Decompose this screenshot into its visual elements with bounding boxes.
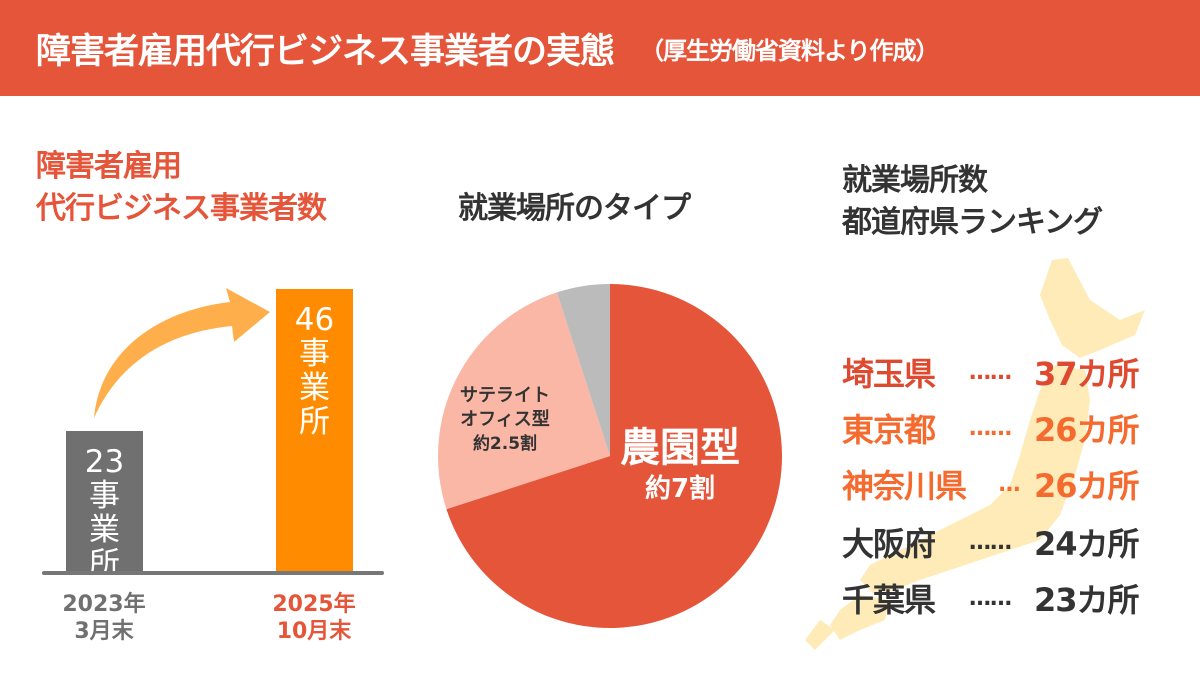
bar-0: 23 事業所 bbox=[66, 431, 143, 581]
x-label-2025: 2025年 10月末 bbox=[254, 591, 374, 645]
ranking-row: 大阪府 …… 24カ所 bbox=[842, 520, 1140, 564]
pie-chart bbox=[438, 284, 782, 628]
ranking-dots: …… bbox=[969, 415, 1012, 441]
page-title: 障害者雇用代行ビジネス事業者の実態 bbox=[36, 31, 615, 72]
pie-label-value: 約7割 bbox=[644, 474, 716, 504]
japan-map-icon bbox=[805, 258, 1145, 650]
pie-label-farm: 農園型 約7割 bbox=[620, 424, 740, 506]
bar-value-label: 46 bbox=[294, 302, 335, 338]
bar-baseline bbox=[42, 571, 384, 575]
ranking-dots: …… bbox=[969, 359, 1012, 385]
x-label-year: 2023年 bbox=[62, 592, 146, 617]
ranking-prefecture: 千葉県 bbox=[842, 581, 936, 619]
ranking-row: 千葉県 …… 23カ所 bbox=[842, 576, 1140, 620]
bar-value-label: 23 bbox=[84, 444, 125, 480]
bar-title-line2: 代行ビジネス事業者数 bbox=[36, 191, 327, 226]
bar-chart-title: 障害者雇用 代行ビジネス事業者数 bbox=[36, 146, 327, 230]
header-banner: 障害者雇用代行ビジネス事業者の実態 （厚生労働省資料より作成） bbox=[0, 0, 1200, 96]
x-label-2023: 2023年 3月末 bbox=[44, 591, 164, 645]
bar-unit-label: 事業所 bbox=[299, 336, 330, 440]
pie-label-name: 農園型 bbox=[620, 425, 740, 471]
ranking-dots: …… bbox=[969, 529, 1012, 555]
pie-slice-0 bbox=[446, 284, 782, 628]
x-label-month: 3月末 bbox=[74, 619, 134, 644]
ranking-dots: … bbox=[998, 471, 1021, 497]
pie-label-value: 約2.5割 bbox=[472, 434, 538, 454]
ranking-prefecture: 東京都 bbox=[842, 411, 936, 449]
ranking-title-line2: 都道府県ランキング bbox=[842, 205, 1103, 240]
ranking-count: 24カ所 bbox=[1034, 525, 1140, 563]
growth-arrow-icon bbox=[94, 288, 270, 418]
ranking-prefecture: 埼玉県 bbox=[842, 355, 936, 393]
ranking-row: 神奈川県 … 26カ所 bbox=[842, 462, 1140, 506]
ranking-row: 東京都 …… 26カ所 bbox=[842, 406, 1140, 450]
ranking-count: 26カ所 bbox=[1034, 467, 1140, 505]
bar-title-line1: 障害者雇用 bbox=[36, 149, 182, 184]
ranking-prefecture: 神奈川県 bbox=[842, 467, 967, 505]
pie-slice-2 bbox=[556, 284, 610, 456]
x-label-month: 10月末 bbox=[276, 619, 352, 644]
ranking-count: 23カ所 bbox=[1034, 581, 1140, 619]
pie-slice-1 bbox=[438, 292, 610, 510]
ranking-title: 就業場所数 都道府県ランキング bbox=[842, 160, 1103, 244]
ranking-count: 37カ所 bbox=[1034, 355, 1140, 393]
ranking-row: 埼玉県 …… 37カ所 bbox=[842, 350, 1140, 394]
source-note: （厚生労働省資料より作成） bbox=[640, 36, 940, 65]
ranking-title-line1: 就業場所数 bbox=[842, 163, 988, 198]
pie-chart-title: 就業場所のタイプ bbox=[458, 191, 691, 226]
ranking-prefecture: 大阪府 bbox=[842, 525, 936, 563]
bar-1: 46 事業所 bbox=[276, 289, 353, 573]
x-label-year: 2025年 bbox=[272, 592, 356, 617]
pie-label-name-line1: サテライト bbox=[460, 385, 550, 406]
bar-unit-label: 事業所 bbox=[89, 478, 120, 582]
ranking-count: 26カ所 bbox=[1034, 411, 1140, 449]
pie-label-satellite: サテライト オフィス型 約2.5割 bbox=[460, 384, 550, 456]
pie-label-name-line2: オフィス型 bbox=[460, 409, 550, 430]
ranking-dots: …… bbox=[969, 585, 1012, 611]
